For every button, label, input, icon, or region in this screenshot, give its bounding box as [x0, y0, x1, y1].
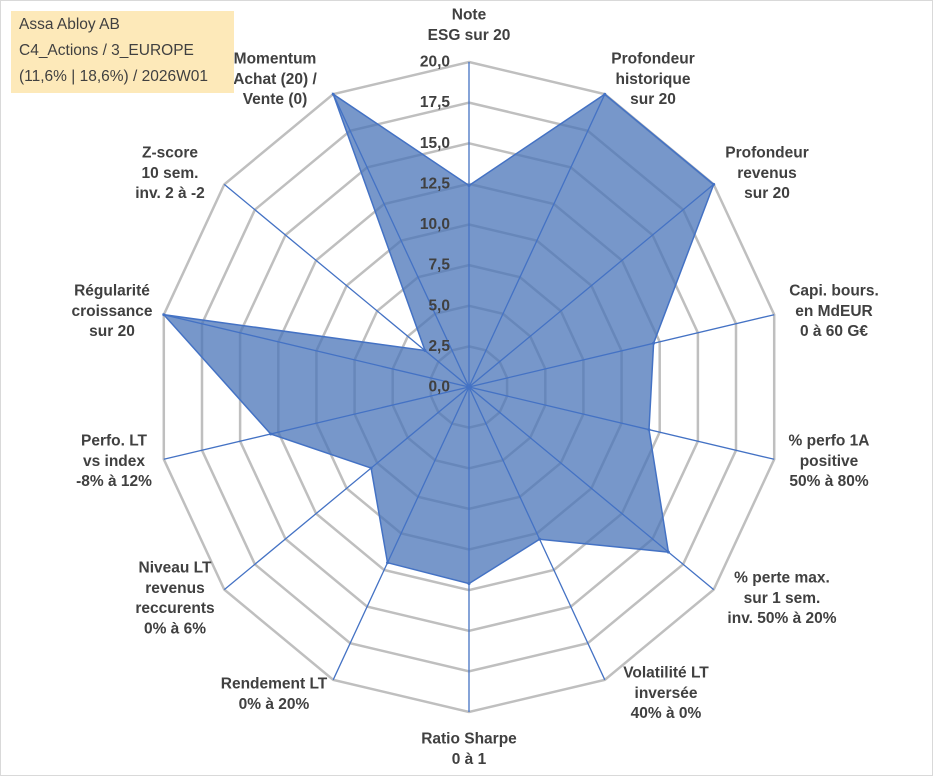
axis-label-line: 50% à 80%	[789, 473, 868, 490]
data-point	[162, 313, 166, 317]
axis-label-line: 0% à 20%	[239, 696, 310, 713]
data-point	[538, 537, 542, 541]
data-point	[423, 349, 427, 352]
data-point	[712, 182, 716, 186]
axis-label-line: Momentum	[234, 51, 317, 68]
axis-label: % perfo 1A positive 50% à 80%	[789, 433, 870, 491]
axis-label-line: 10 sem.	[142, 165, 199, 182]
axis-label-line: -8% à 12%	[76, 473, 152, 490]
axis-label-line: vs index	[83, 453, 145, 470]
company-name: Assa Abloy AB	[19, 16, 120, 33]
axis-label-line: Z-score	[142, 145, 198, 162]
data-point	[647, 428, 651, 432]
axis-label-line: Volatilité LT	[623, 665, 709, 682]
axis-label: Z-score 10 sem. inv. 2 à -2	[135, 145, 205, 203]
axis-label-line: ESG sur 20	[428, 27, 511, 44]
axis-spoke	[223, 386, 470, 591]
axis-label-line: positive	[800, 453, 859, 470]
category-label: C4_Actions / 3_EUROPE	[19, 42, 194, 59]
data-point	[386, 561, 389, 565]
data-point	[603, 92, 607, 96]
axis-label-line: sur 20	[744, 185, 790, 202]
axis-label-line: 0 à 1	[452, 751, 487, 768]
axis-label-line: revenus	[737, 165, 796, 182]
axis-label-line: Ratio Sharpe	[421, 731, 517, 748]
tick-label: 17,5	[420, 94, 451, 111]
axis-label-line: reccurents	[135, 600, 214, 617]
data-point	[467, 582, 471, 586]
tick-label: 15,0	[420, 135, 450, 152]
axis-spoke	[163, 314, 470, 388]
axis-label-line: historique	[616, 71, 691, 88]
axis-label: Régularité croissance sur 20	[72, 283, 153, 341]
axis-label-line: Régularité	[74, 283, 150, 300]
axis-label: Niveau LT revenus reccurents 0% à 6%	[135, 560, 214, 638]
data-point	[666, 550, 670, 554]
axis-label-line: en MdEUR	[795, 303, 873, 320]
axis-label-line: croissance	[72, 303, 153, 320]
data-point	[269, 432, 273, 436]
axis-spoke	[468, 183, 715, 388]
axis-spoke	[223, 183, 470, 388]
axis-label: Note ESG sur 20	[428, 7, 511, 44]
axis-label-line: inv. 50% à 20%	[727, 610, 836, 627]
axis-label-line: % perfo 1A	[789, 433, 870, 450]
stats-label: (11,6% | 18,6%) / 2026W01	[19, 68, 208, 85]
axis-spoke	[468, 93, 606, 388]
axis-spoke	[163, 386, 470, 460]
axis-label-line: sur 20	[89, 323, 135, 340]
axis-label-line: 0 à 60 G€	[800, 323, 868, 340]
axis-label: Profondeur revenus sur 20	[725, 145, 809, 203]
axis-spoke	[468, 314, 775, 388]
data-point	[467, 184, 471, 187]
tick-label: 0,0	[428, 379, 450, 396]
axis-label: Profondeur historique sur 20	[611, 51, 695, 109]
axis-spoke	[468, 386, 775, 460]
axis-label: Ratio Sharpe 0 à 1	[421, 731, 517, 768]
info-box: Assa Abloy AB C4_Actions / 3_EUROPE (11,…	[11, 11, 234, 93]
axis-label-line: inv. 2 à -2	[135, 185, 205, 202]
axis-label: % perte max. sur 1 sem. inv. 50% à 20%	[727, 570, 836, 628]
axis-label: Volatilité LT inversée 40% à 0%	[623, 665, 709, 723]
axis-spoke	[468, 386, 606, 681]
axis-label-line: revenus	[145, 580, 204, 597]
tick-label: 10,0	[420, 216, 450, 233]
axis-label-line: sur 1 sem.	[744, 590, 821, 607]
axis-spoke	[332, 93, 470, 388]
tick-label: 2,5	[428, 338, 450, 355]
data-point	[369, 466, 373, 470]
axis-label-line: Achat (20) /	[233, 71, 317, 88]
tick-label: 5,0	[428, 297, 450, 314]
axis-label-line: Note	[452, 7, 487, 24]
data-point	[331, 92, 335, 96]
axis-label-line: Capi. bours.	[789, 283, 879, 300]
tick-label: 7,5	[428, 257, 450, 274]
data-point	[652, 341, 656, 345]
axis-label-line: Profondeur	[725, 145, 809, 162]
axis-label-line: 0% à 6%	[144, 620, 206, 637]
tick-label: 12,5	[420, 175, 451, 192]
axis-label-line: 40% à 0%	[631, 705, 702, 722]
axis-label-line: Rendement LT	[221, 676, 328, 693]
axis-label: Momentum Achat (20) / Vente (0)	[233, 51, 317, 109]
axis-label: Perfo. LT vs index -8% à 12%	[76, 433, 152, 491]
tick-label: 20,0	[420, 54, 450, 71]
axis-label-line: sur 20	[630, 91, 676, 108]
axis-spoke	[468, 386, 715, 591]
axis-label-line: Profondeur	[611, 51, 695, 68]
axis-label-line: Niveau LT	[139, 560, 212, 577]
axis-label-line: % perte max.	[734, 570, 830, 587]
axis-label: Rendement LT 0% à 20%	[221, 676, 328, 713]
axis-label-line: inversée	[635, 685, 698, 702]
axis-label: Capi. bours. en MdEUR 0 à 60 G€	[789, 283, 879, 341]
axis-label-line: Vente (0)	[243, 91, 308, 108]
axis-label-line: Perfo. LT	[81, 433, 148, 450]
axis-spoke	[332, 386, 470, 681]
